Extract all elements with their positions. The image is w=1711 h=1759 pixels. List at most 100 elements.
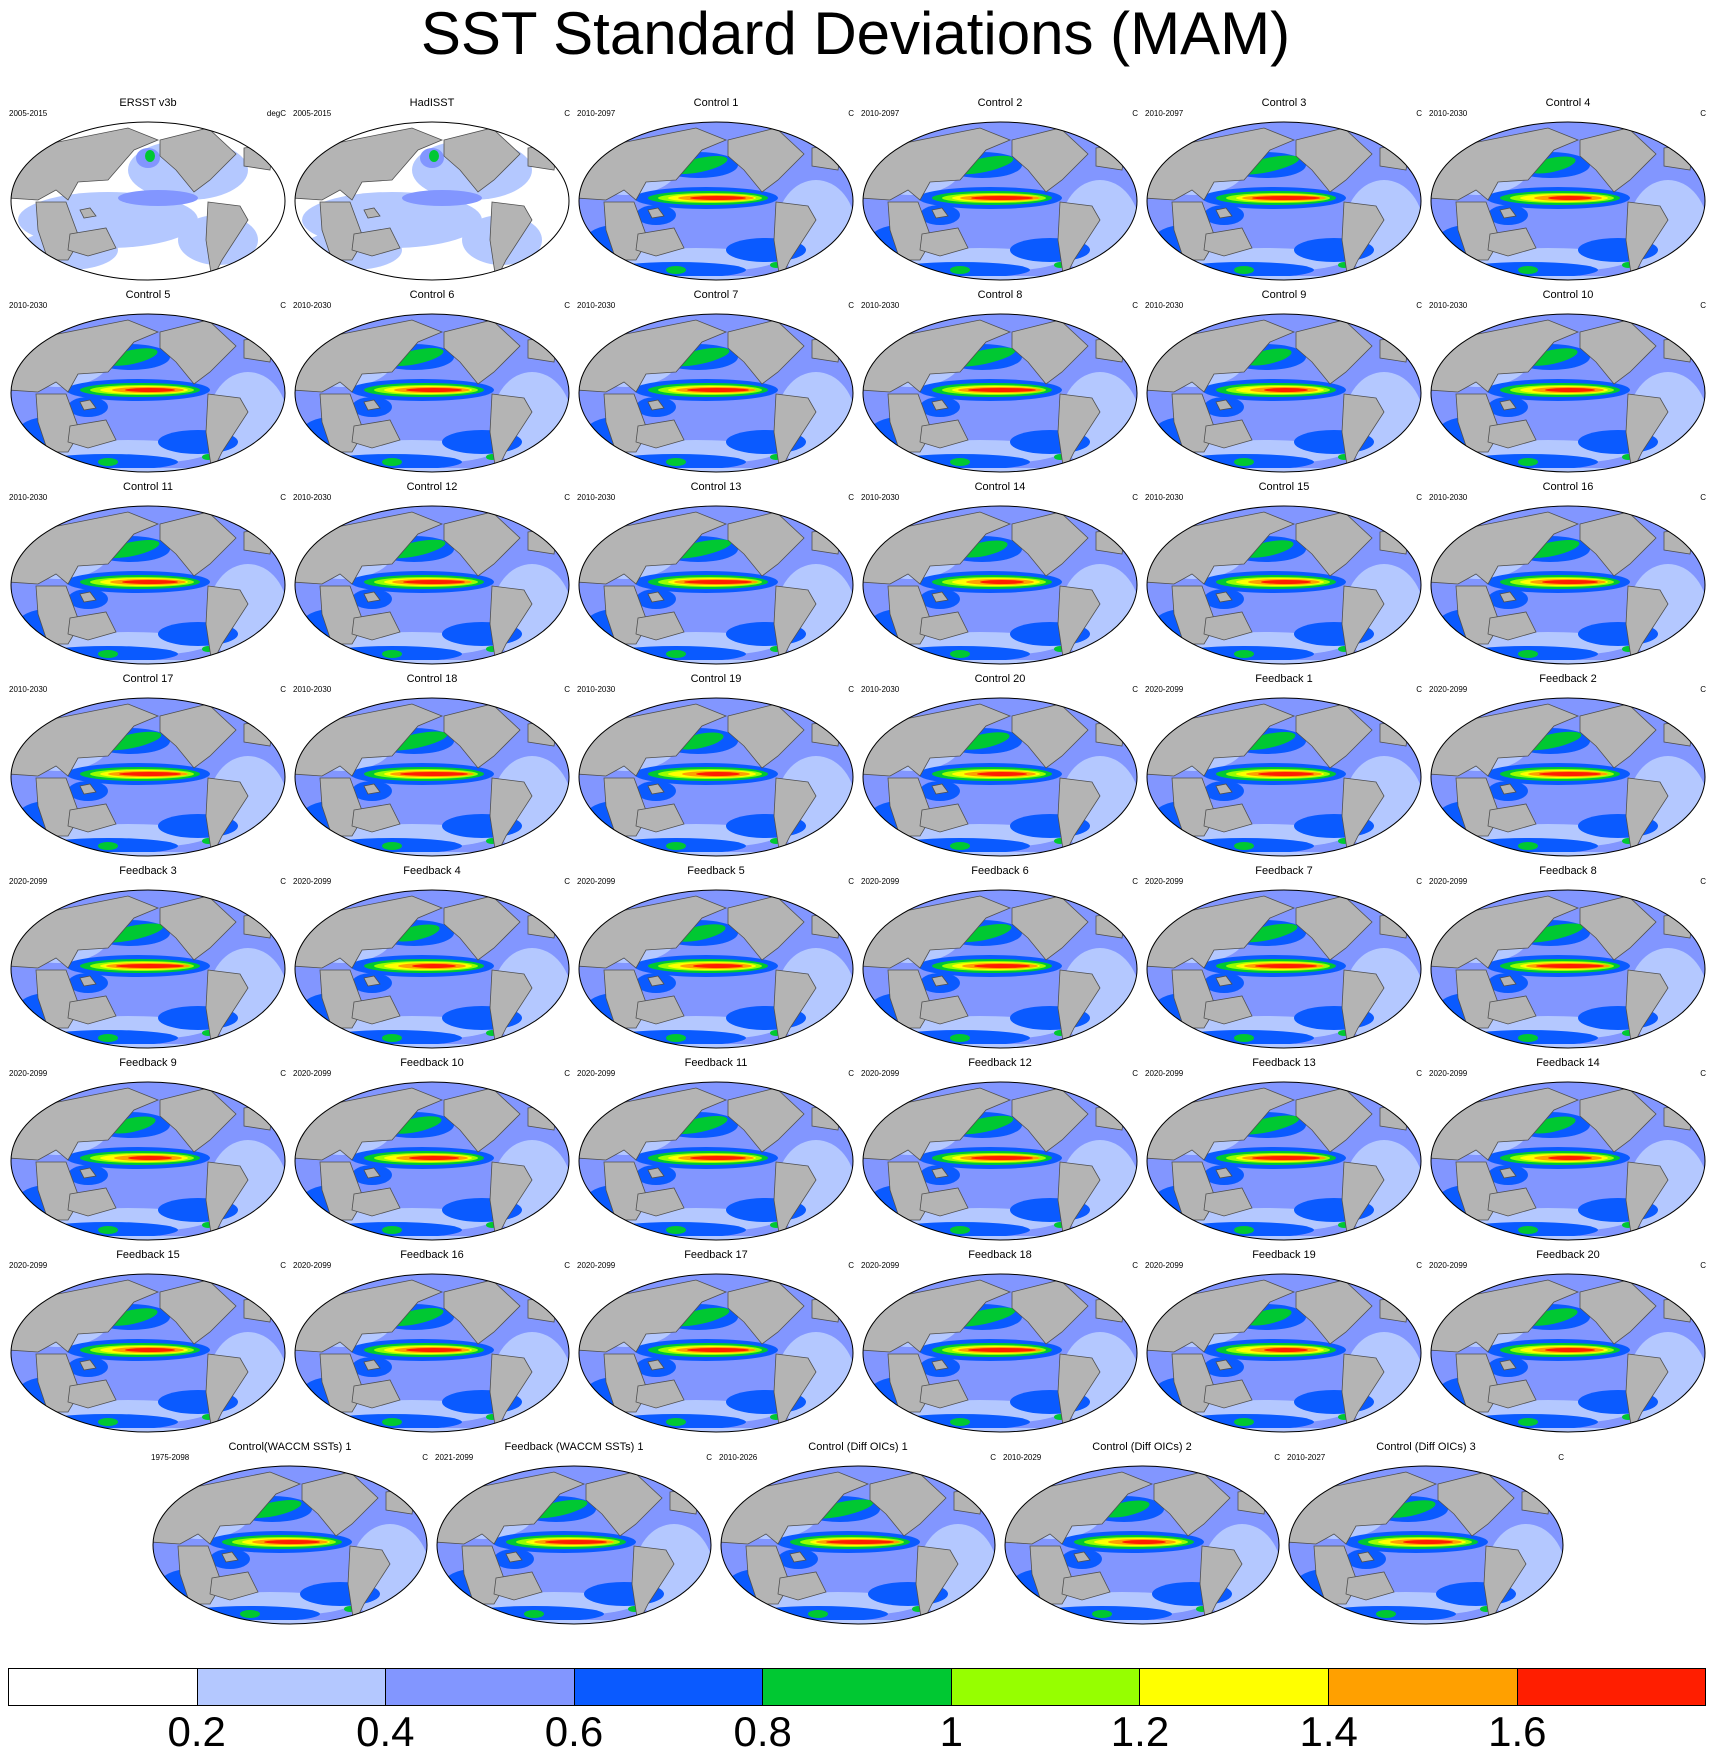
colorbar-tick-label: 1.4 — [1299, 1708, 1358, 1755]
map-panel: Control 19 2010-2030 C — [576, 673, 856, 857]
world-map-plot — [578, 697, 854, 857]
map-panel: Feedback 19 2020-2099 C — [1144, 1249, 1424, 1433]
world-map-plot — [1146, 121, 1422, 281]
panel-period: 2010-2030 — [861, 685, 900, 694]
map-panel: Control (Diff OICs) 1 2010-2026 C — [718, 1441, 998, 1625]
panel-title: Feedback 15 — [116, 1249, 180, 1261]
panel-title: Feedback 9 — [119, 1057, 177, 1069]
world-map-plot — [1430, 889, 1706, 1049]
panel-units: C — [280, 1261, 286, 1270]
map-panel: Control 2 2010-2097 C — [860, 97, 1140, 281]
map-panel: Control 14 2010-2030 C — [860, 481, 1140, 665]
colorbar-tick-label: 0.8 — [733, 1708, 792, 1755]
panel-units: C — [1700, 877, 1706, 886]
panel-title: Feedback 4 — [403, 865, 461, 877]
panel-title: Feedback 3 — [119, 865, 177, 877]
world-map-plot — [10, 313, 286, 473]
map-panel: Control 3 2010-2097 C — [1144, 97, 1424, 281]
panel-title: Control (Diff OICs) 1 — [808, 1441, 908, 1453]
panel-period: 2010-2030 — [9, 301, 48, 310]
panel-units: C — [1700, 493, 1706, 502]
panel-period: 2010-2030 — [9, 493, 48, 502]
world-map-plot — [862, 313, 1138, 473]
map-panel: Control 12 2010-2030 C — [292, 481, 572, 665]
page-title: SST Standard Deviations (MAM) — [420, 0, 1291, 67]
panel-title: Control 14 — [974, 481, 1026, 493]
panel-units: C — [1558, 1453, 1564, 1462]
panel-units: C — [848, 493, 854, 502]
panel-title: Feedback 18 — [968, 1249, 1032, 1261]
map-panel: Control 5 2010-2030 C — [8, 289, 288, 473]
map-panel: Control 1 2010-2097 C — [576, 97, 856, 281]
panel-units: C — [1132, 877, 1138, 886]
panel-units: C — [1132, 493, 1138, 502]
panel-units: C — [848, 109, 854, 118]
panel-period: 2020-2099 — [1429, 1261, 1468, 1270]
panel-units: C — [1132, 685, 1138, 694]
panel-period: 2020-2099 — [293, 877, 332, 886]
world-map-plot — [862, 121, 1138, 281]
panel-units: C — [280, 493, 286, 502]
world-map-plot — [1146, 697, 1422, 857]
panel-period: 2020-2099 — [577, 1069, 616, 1078]
panel-title: Control(WACCM SSTs) 1 — [228, 1441, 352, 1453]
colorbar-tick-label: 0.2 — [167, 1708, 226, 1755]
panel-period: 2010-2030 — [1145, 301, 1184, 310]
panel-period: 2010-2030 — [293, 685, 332, 694]
panel-units: degC — [266, 109, 286, 118]
world-map-plot — [436, 1465, 712, 1625]
panel-title: Control 18 — [406, 673, 458, 685]
world-map-plot — [10, 121, 286, 281]
panel-units: C — [564, 109, 570, 118]
world-map-plot — [862, 889, 1138, 1049]
map-panel: Control 18 2010-2030 C — [292, 673, 572, 857]
panel-title: Control 3 — [1261, 97, 1307, 109]
map-panel: Feedback (WACCM SSTs) 1 2021-2099 C — [434, 1441, 714, 1625]
panel-title: Feedback 16 — [400, 1249, 464, 1261]
colorbar-tick-label: 1.6 — [1488, 1708, 1547, 1755]
colorbar-swatch — [1517, 1669, 1706, 1705]
panel-title: Control 6 — [409, 289, 455, 301]
colorbar-tick-label: 1.2 — [1110, 1708, 1170, 1755]
map-panel: Control 17 2010-2030 C — [8, 673, 288, 857]
map-panel: Control (Diff OICs) 3 2010-2027 C — [1286, 1441, 1566, 1625]
world-map-plot — [862, 505, 1138, 665]
map-panel: Feedback 4 2020-2099 C — [292, 865, 572, 1049]
panel-period: 2020-2099 — [861, 877, 900, 886]
panel-title: Control 2 — [977, 97, 1023, 109]
panel-period: 2020-2099 — [293, 1261, 332, 1270]
panel-units: C — [1416, 301, 1422, 310]
panel-period: 2020-2099 — [577, 877, 616, 886]
panel-period: 2005-2015 — [9, 109, 48, 118]
world-map-plot — [1430, 505, 1706, 665]
panel-title: Feedback 17 — [684, 1249, 748, 1261]
world-map-plot — [152, 1465, 428, 1625]
panel-units: C — [1416, 877, 1422, 886]
panel-period: 2010-2030 — [861, 301, 900, 310]
panel-period: 2010-2030 — [1145, 493, 1184, 502]
panel-units: C — [1132, 301, 1138, 310]
world-map-plot — [10, 889, 286, 1049]
map-panel: Feedback 14 2020-2099 C — [1428, 1057, 1708, 1241]
panel-title: Control 17 — [122, 673, 174, 685]
panel-period: 2010-2029 — [1003, 1453, 1042, 1462]
panel-units: C — [1132, 1069, 1138, 1078]
colorbar-swatch — [1140, 1669, 1329, 1705]
panel-units: C — [564, 1069, 570, 1078]
panel-period: 2020-2099 — [1145, 1261, 1184, 1270]
panel-units: C — [848, 1069, 854, 1078]
map-panel: Feedback 17 2020-2099 C — [576, 1249, 856, 1433]
map-panel: Feedback 8 2020-2099 C — [1428, 865, 1708, 1049]
panel-period: 2005-2015 — [293, 109, 332, 118]
panel-period: 2010-2097 — [577, 109, 616, 118]
world-map-plot — [1146, 1081, 1422, 1241]
colorbar-swatch — [951, 1669, 1141, 1705]
panel-units: C — [848, 1261, 854, 1270]
colorbar-swatch — [763, 1669, 952, 1705]
map-panel: Feedback 9 2020-2099 C — [8, 1057, 288, 1241]
panel-units: C — [848, 685, 854, 694]
panel-period: 2020-2099 — [577, 1261, 616, 1270]
world-map-plot — [1430, 1081, 1706, 1241]
panel-units: C — [1700, 301, 1706, 310]
colorbar-tick-label: 0.4 — [356, 1708, 415, 1755]
